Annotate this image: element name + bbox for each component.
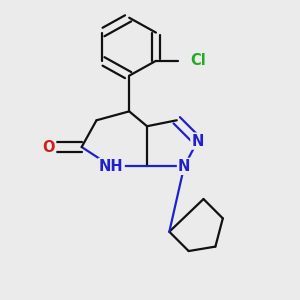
Text: Cl: Cl <box>190 53 206 68</box>
Text: N: N <box>191 134 204 148</box>
Text: NH: NH <box>99 159 124 174</box>
Text: O: O <box>43 140 55 154</box>
Text: N: N <box>178 159 190 174</box>
